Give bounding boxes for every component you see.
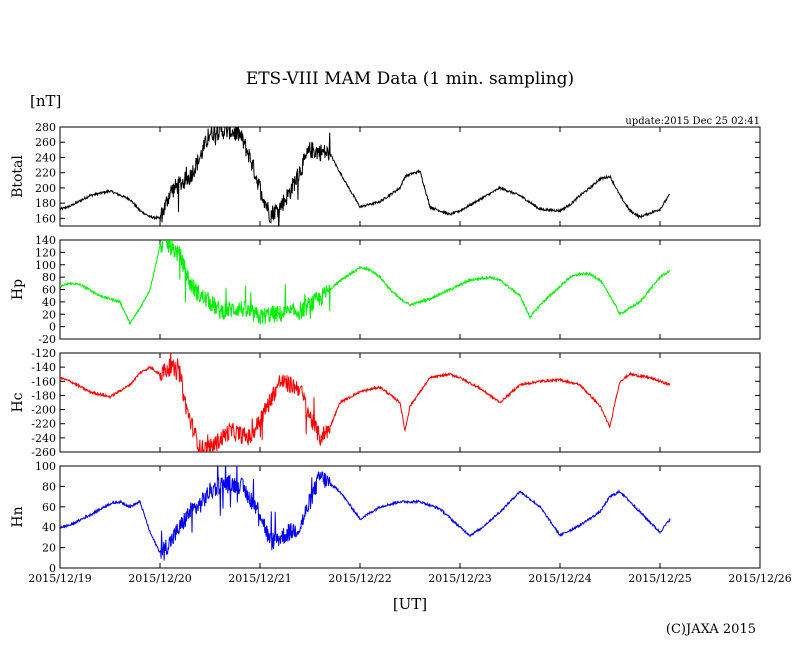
update-label: update:2015 Dec 25 02:41	[625, 116, 760, 127]
y-tick-label: 180	[35, 197, 56, 210]
x-tick-label: 2015/12/25	[628, 572, 691, 585]
panel-btotal: 280 260 240 220 200 180 160 Btotal	[10, 121, 761, 227]
y-tick-label: 60	[42, 501, 56, 514]
series-line-hn	[60, 466, 671, 561]
y-tick-label: 20	[42, 308, 56, 321]
series-line-hc	[60, 353, 671, 452]
series-line-btotal	[60, 127, 671, 226]
y-tick-label: -260	[31, 446, 56, 459]
y-tick-label: 100	[35, 259, 56, 272]
y-tick-label: 220	[35, 167, 56, 180]
y-tick-label: 280	[35, 121, 56, 134]
y-tick-label: 120	[35, 246, 56, 259]
y-tick-label: 200	[35, 182, 56, 195]
y-tick-label: 100	[35, 460, 56, 473]
copyright: (C)JAXA 2015	[666, 622, 756, 637]
y-tick-label: 40	[42, 296, 56, 309]
y-tick-label: 160	[35, 212, 56, 225]
y-tick-label: 0	[49, 321, 56, 334]
series-line-hp	[60, 240, 671, 325]
panel-label-hn: Hn	[10, 506, 26, 527]
y-tick-label: 140	[35, 234, 56, 247]
y-tick-label: 240	[35, 151, 56, 164]
y-tick-label: -200	[31, 404, 56, 417]
y-tick-label: 260	[35, 136, 56, 149]
y-tick-label: 60	[42, 284, 56, 297]
x-tick-label: 2015/12/23	[428, 572, 491, 585]
panel-label-hp: Hp	[10, 279, 26, 300]
panels: 280260240220200180160Btotal1401201008060…	[10, 121, 761, 575]
panel-label-btotal: Btotal	[10, 155, 26, 198]
panel-hc: -120-140-160-180 -200-220-240-260 Hc	[10, 347, 761, 459]
y-tick-label: -180	[31, 389, 56, 402]
y-tick-label: 20	[42, 542, 56, 555]
y-tick-label: -20	[38, 333, 56, 346]
panel-frame	[59, 465, 761, 569]
y-tick-label: 80	[42, 480, 56, 493]
unit-label: [nT]	[30, 92, 61, 110]
y-tick-label: -220	[31, 418, 56, 431]
x-tick-label: 2015/12/26	[728, 572, 791, 585]
panel-label-hc: Hc	[10, 392, 26, 412]
x-tick-label: 2015/12/24	[528, 572, 591, 585]
y-tick-label: -240	[31, 432, 56, 445]
x-tick-label: 2015/12/20	[128, 572, 191, 585]
x-tick-label: 2015/12/22	[328, 572, 391, 585]
y-tick-label: 0	[49, 562, 56, 575]
y-tick-label: -120	[31, 347, 56, 360]
x-tick-labels: 2015/12/19 2015/12/20 2015/12/21 2015/12/22…	[28, 572, 791, 585]
chart-title: ETS-VIII MAM Data (1 min. sampling)	[246, 69, 574, 89]
y-tick-label: -140	[31, 361, 56, 374]
y-tick-label: 40	[42, 521, 56, 534]
x-tick-label: 2015/12/21	[228, 572, 291, 585]
panel-frame	[59, 126, 761, 227]
y-tick-label: 80	[42, 271, 56, 284]
x-tick-label: 2015/12/19	[28, 572, 91, 585]
x-axis-label: [UT]	[393, 595, 427, 613]
y-tick-label: -160	[31, 375, 56, 388]
panel-hn: 100 80 60 40 20 0 Hn	[10, 460, 761, 575]
panel-frame	[59, 239, 761, 340]
panel-frame	[59, 352, 761, 453]
